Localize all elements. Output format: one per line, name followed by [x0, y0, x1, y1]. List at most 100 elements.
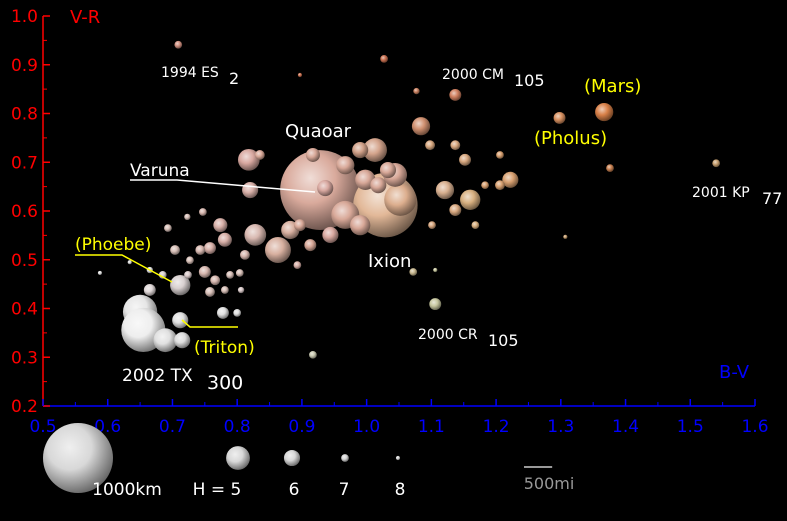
- x-tick-label: 1.4: [612, 417, 639, 437]
- tno-point: [496, 151, 504, 159]
- tno-point: [712, 159, 721, 168]
- annotation: 2000 CR: [418, 327, 478, 343]
- legend-circle: [341, 454, 349, 462]
- annotation-subscript: 77: [762, 189, 782, 208]
- tno-point: [235, 269, 244, 277]
- tno-point: [433, 267, 438, 273]
- tno-point: [186, 256, 194, 265]
- annotation: (Pholus): [534, 128, 607, 149]
- tno-point: [127, 260, 132, 265]
- tno-point: [265, 237, 291, 263]
- annotation-subscript: 2: [229, 69, 239, 88]
- x-tick-label: 0.8: [224, 417, 251, 437]
- tno-point: [309, 350, 317, 359]
- tno-point: [459, 153, 471, 166]
- annotation: (Triton): [194, 338, 255, 358]
- legend-label: 7: [339, 480, 350, 500]
- tno-point: [153, 328, 178, 353]
- tno-point: [254, 150, 265, 160]
- tno-point: [352, 142, 369, 159]
- annotation-subscript: 105: [488, 331, 519, 350]
- y-tick-label: 0.7: [11, 153, 38, 173]
- annotation: Quaoar: [285, 121, 352, 142]
- legend-label: 6: [289, 480, 300, 500]
- tno-point: [210, 275, 221, 286]
- tno-point: [174, 332, 191, 349]
- scale-bar-label: 500mi: [524, 474, 575, 493]
- tno-point: [240, 249, 250, 260]
- tno-point: [170, 245, 180, 255]
- x-tick-label: 0.7: [159, 417, 186, 437]
- x-tick-label: 1.2: [483, 417, 510, 437]
- y-tick-label: 0.4: [11, 300, 38, 320]
- tno-point: [428, 221, 436, 229]
- tno-point: [379, 162, 397, 179]
- tno-point: [242, 181, 259, 199]
- tno-point: [595, 102, 614, 122]
- tno-point: [184, 271, 192, 279]
- tno-point: [553, 111, 566, 124]
- tno-point: [174, 40, 183, 49]
- annotation-subscript: 105: [514, 71, 545, 90]
- tno-point: [293, 261, 302, 269]
- tno-point: [237, 148, 260, 171]
- legend-circle: [395, 455, 401, 461]
- legend-circle: [43, 423, 113, 493]
- tno-point: [322, 226, 339, 243]
- tno-point: [450, 140, 461, 151]
- tno-point: [350, 214, 371, 236]
- leader-line: [130, 179, 316, 193]
- tno-point: [213, 218, 228, 233]
- tno-point: [199, 208, 207, 216]
- tno-point: [143, 284, 156, 296]
- tno-point: [449, 89, 462, 101]
- tno-point: [297, 72, 303, 78]
- tno-point: [216, 306, 229, 319]
- tno-point: [606, 164, 614, 172]
- tno-point: [244, 224, 267, 246]
- tno-point: [411, 117, 431, 136]
- x-tick-label: 1.0: [353, 417, 380, 437]
- tno-point: [435, 180, 455, 200]
- tno-point: [425, 140, 435, 151]
- legend-label: H = 5: [193, 480, 242, 500]
- tno-point: [380, 55, 388, 63]
- y-tick-label: 1.0: [11, 7, 38, 27]
- tno-point: [563, 234, 568, 239]
- x-axis-label: B-V: [719, 362, 750, 383]
- tno-point: [449, 204, 462, 216]
- y-tick-label: 0.5: [11, 251, 38, 271]
- annotation: Ixion: [368, 251, 411, 272]
- tno-point: [294, 219, 306, 232]
- tno-point: [233, 309, 242, 317]
- annotation: (Phoebe): [75, 235, 151, 255]
- tno-point: [172, 312, 189, 329]
- tno-point: [205, 287, 215, 297]
- leader-line: [181, 319, 238, 328]
- legend-circle: [226, 446, 250, 470]
- tno-point: [460, 189, 481, 210]
- tno-point: [217, 232, 232, 247]
- tno-point: [221, 286, 229, 294]
- y-tick-label: 0.8: [11, 105, 38, 125]
- annotation-subscript: 300: [207, 372, 243, 394]
- tno-point: [304, 239, 317, 252]
- y-tick-label: 0.3: [11, 348, 38, 368]
- annotation: Varuna: [130, 161, 190, 181]
- y-tick-label: 0.9: [11, 56, 38, 76]
- tno-point: [363, 138, 387, 162]
- x-tick-label: 1.1: [418, 417, 445, 437]
- x-tick-label: 1.3: [547, 417, 574, 437]
- tno-point: [502, 171, 519, 188]
- tno-point: [370, 177, 387, 194]
- tno-point: [413, 87, 420, 95]
- tno-point: [305, 147, 320, 162]
- tno-point: [198, 265, 211, 278]
- annotation: 2001 KP: [692, 185, 750, 201]
- x-tick-label: 0.5: [29, 417, 56, 437]
- tno-point: [429, 298, 442, 311]
- tno-point: [184, 213, 191, 221]
- legend-label: 1000km: [92, 480, 162, 500]
- tno-point: [495, 180, 505, 191]
